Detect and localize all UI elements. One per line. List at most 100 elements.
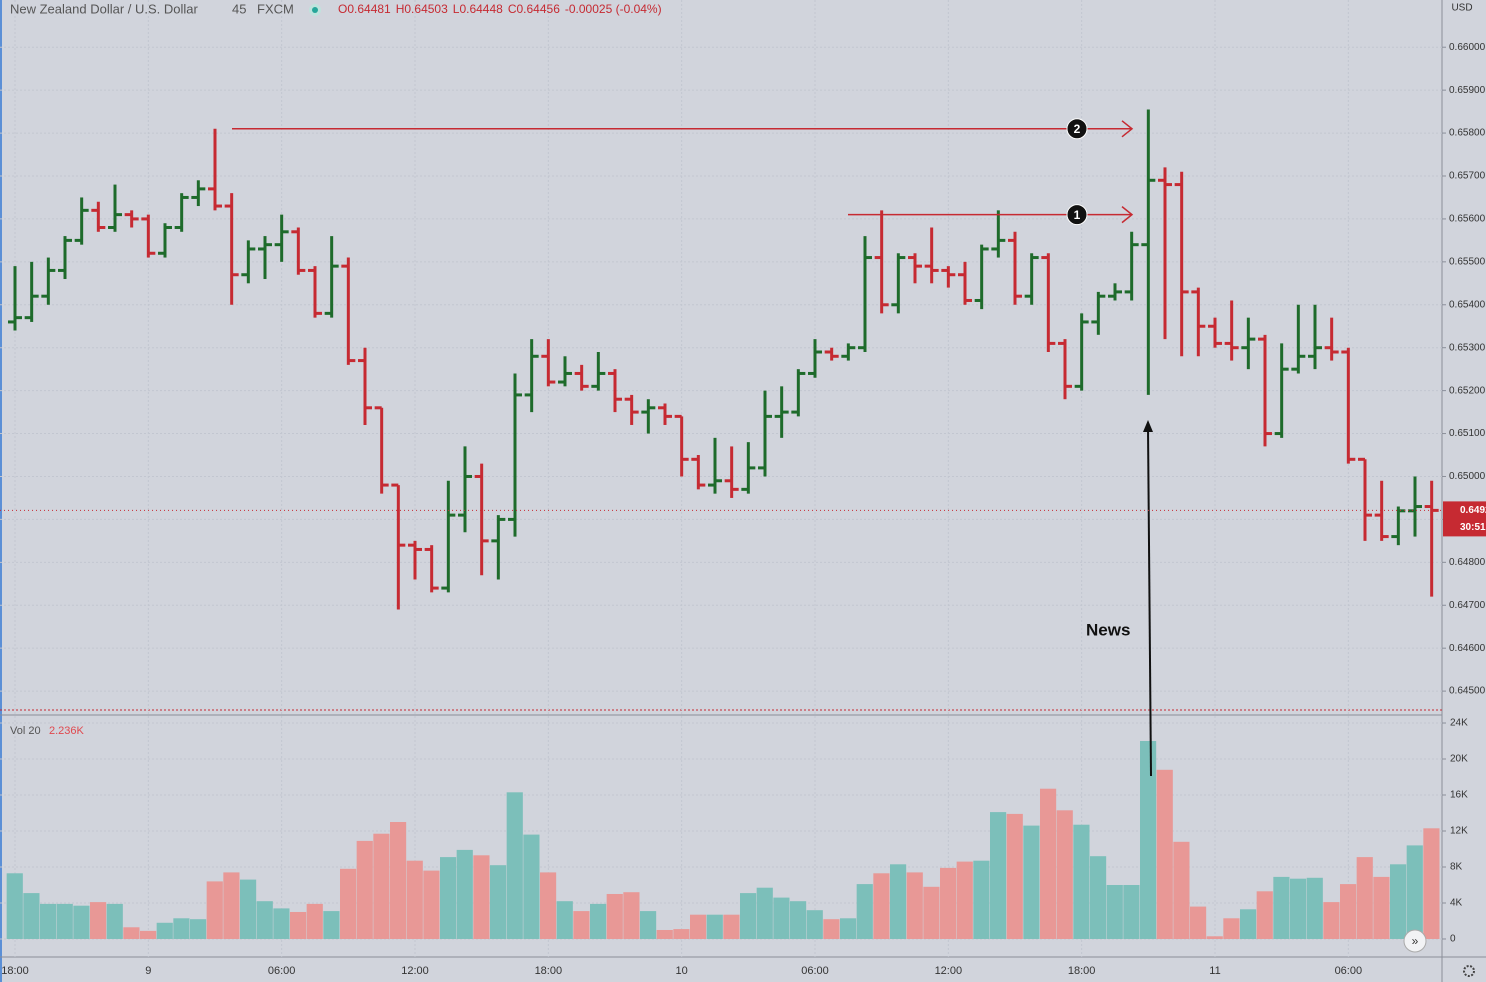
volume-bar [706,914,723,939]
y-tick-label: 0.65300 [1449,342,1486,353]
volume-bar [423,870,440,939]
volume-bar [473,855,490,939]
volume-bar [6,873,23,939]
volume-bar [156,922,173,939]
x-tick-label: 18:00 [1068,965,1096,977]
volume-bar [740,893,757,939]
interval: 45 [232,1,246,16]
volume-bar [840,918,857,939]
volume-bar [1106,884,1123,939]
volume-bar [1173,841,1190,939]
level-badge [1066,118,1088,140]
x-tick-label: 10 [676,965,688,977]
volume-bar [40,903,57,939]
volume-bar [906,872,923,939]
volume-bar [656,929,673,939]
level-badge-label: 2 [1074,122,1081,136]
volume-bar [123,927,140,939]
volume-bar [206,881,223,939]
volume-bar [140,930,157,939]
volume-name: Vol 20 [10,725,41,737]
volume-bar [73,905,90,939]
volume-bar [956,861,973,939]
volume-bar [406,860,423,939]
volume-bar [173,918,190,939]
x-tick-label: 06:00 [268,965,296,977]
volume-bar [806,910,823,939]
x-tick-label: 06:00 [1335,965,1363,977]
level-badge [1066,204,1088,226]
volume-bar [506,792,523,939]
volume-bar [340,868,357,939]
volume-bar [640,911,657,939]
volume-bar [90,902,107,939]
y-tick-label: 0.65900 [1449,85,1486,96]
volume-bar [240,879,257,939]
volume-bar [790,901,807,939]
volume-bar [1156,769,1173,939]
level-arrowhead [1121,120,1134,138]
volume-bar [1123,884,1140,939]
volume-bar [1140,741,1157,939]
labels: 0.645000.646000.647000.648000.649000.650… [0,42,1486,977]
volume-bar [673,929,690,939]
volume-bar [290,911,307,939]
volume-bar [373,833,390,939]
volume-bar [456,849,473,939]
x-tick-label: 9 [145,965,151,977]
volume-bar [1040,788,1057,939]
volume-bar [1423,828,1440,939]
ohlc-legend-value: H0.64503 [396,2,448,16]
volume-bar [756,887,773,939]
volume-bar [1240,909,1257,939]
settings-icon[interactable] [1463,965,1475,977]
y-tick-label: 0.65400 [1449,299,1486,310]
volume-bar [773,897,790,939]
volume-bar [390,822,407,939]
y-tick-label: 0.65100 [1449,428,1486,439]
level-arrowhead [1121,206,1134,224]
y-tick-label: 0.65500 [1449,256,1486,267]
y-tick-label: 0.65600 [1449,214,1486,225]
volume-bar [323,911,340,939]
ohlc-legend-value: O0.64481 [338,2,391,16]
volume-bar [1223,918,1240,939]
volume-bar [273,908,290,939]
y-tick-label: 20K [1450,754,1468,765]
volume-bar [1306,877,1323,939]
y-tick-label: 24K [1450,718,1468,729]
annotation: News [1086,620,1130,639]
volume-bar [256,901,273,939]
scroll-icon[interactable]: » [1412,934,1419,948]
x-tick-label: 18:00 [535,965,563,977]
volume-bar [1290,878,1307,939]
source: FXCM [257,1,294,16]
volume-bar [1373,876,1390,939]
news-arrow [1147,427,1152,777]
y-tick-label: 0.64800 [1449,557,1486,568]
countdown: 30:51 [1460,522,1486,533]
y-tick-label: 0.65700 [1449,171,1486,182]
volume-bar [1190,906,1207,939]
scroll-button[interactable] [1403,929,1427,953]
x-tick-label: 06:00 [801,965,829,977]
volume-bar [823,919,840,939]
volume-bar [1006,813,1023,939]
y-tick-label: 4K [1450,898,1463,909]
x-tick-label: 12:00 [401,965,429,977]
x-tick-label: 18:00 [1,965,29,977]
y-tick-label: 12K [1450,826,1468,837]
status-dot [312,7,318,13]
last-price-box [1443,501,1486,537]
y-tick-label: 0.66000 [1449,42,1486,53]
ohlc-legend-value: -0.00025 (-0.04%) [565,2,662,16]
volume-value: 2.236K [49,725,85,737]
volume-bar [490,865,507,939]
marks [6,109,1440,939]
x-tick-label: 11 [1209,965,1220,977]
volume-bar [1340,884,1357,939]
volume-bar [440,857,457,939]
volume-bar [523,834,540,939]
volume-bar [1206,936,1223,939]
